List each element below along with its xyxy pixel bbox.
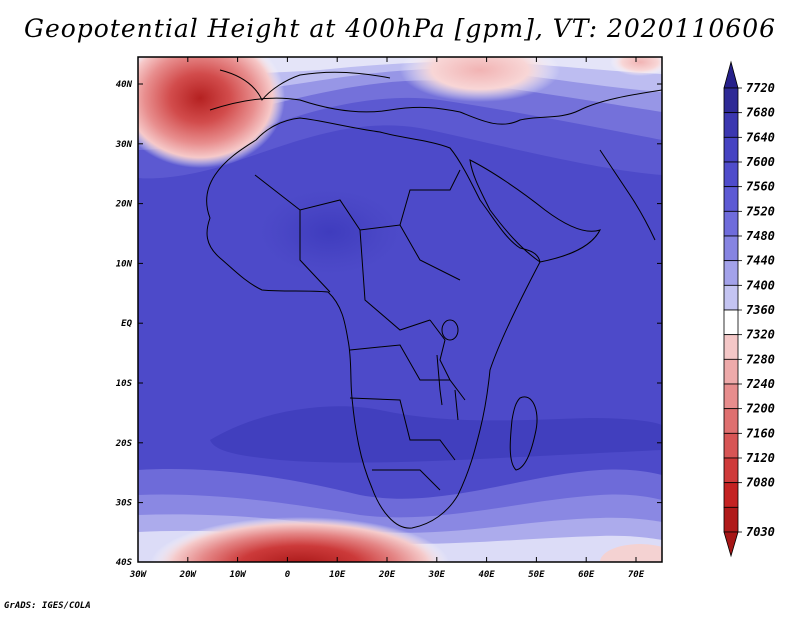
colorbar-segment: [723, 112, 739, 138]
map-frame: [137, 56, 663, 563]
colorbar-segment: [723, 506, 739, 533]
colorbar-label: 7640: [746, 130, 775, 144]
colorbar-label: 7120: [746, 451, 775, 465]
latitude-axis: 40N 30N 20N 10N EQ 10S 20S 30S 40S: [115, 80, 662, 568]
colorbar-segment: [723, 358, 739, 385]
lat-label: EQ: [121, 319, 132, 329]
height-field: [138, 57, 662, 562]
lon-label: 60E: [578, 570, 595, 580]
lon-label: 10E: [329, 570, 346, 580]
colorbar-segment: [723, 284, 739, 311]
colorbar-segment: [723, 408, 739, 434]
colorbar-segment: [723, 432, 739, 459]
colorbar-label: 7080: [746, 476, 775, 490]
lat-label: 40N: [116, 80, 133, 90]
lon-label: 0: [285, 570, 291, 580]
longitude-axis: 30W 20W 10W 0 10E 20E 30E 40E 50E 60E 70E: [129, 57, 645, 580]
lon-label: 30E: [428, 570, 446, 580]
colorbar-label: 7480: [746, 229, 775, 243]
lon-label: 70E: [628, 570, 645, 580]
colorbar-segment: [723, 482, 739, 508]
lat-label: 20S: [115, 439, 133, 449]
lat-label: 30S: [115, 499, 133, 509]
colorbar-label: 7400: [746, 278, 775, 292]
colorbar-top-arrow: [723, 60, 739, 89]
colorbar-segment: [723, 161, 739, 188]
colorbar-label: 7240: [746, 377, 775, 391]
colorbar-segment: [723, 87, 739, 114]
colorbar-segment: [723, 383, 739, 410]
lon-label: 30W: [129, 570, 148, 580]
lat-label: 40S: [116, 558, 133, 568]
lat-label: 10S: [116, 379, 133, 389]
colorbar-segment: [723, 457, 739, 484]
colorbar-label: 7360: [746, 303, 775, 317]
colorbar-label: 7720: [746, 81, 775, 95]
colorbar-label: 7280: [746, 352, 775, 366]
lon-label: 40E: [478, 570, 495, 580]
colorbar-label: 7440: [746, 254, 775, 268]
lat-label: 10N: [116, 259, 133, 269]
lon-label: 10W: [229, 570, 247, 580]
colorbar-segment: [723, 309, 739, 336]
lon-label: 20W: [179, 570, 198, 580]
colorbar-label: 7320: [746, 328, 775, 342]
colorbar-label: 7520: [746, 204, 775, 218]
colorbar-label: 7030: [746, 525, 775, 539]
colorbar-label: 7600: [746, 155, 775, 169]
lon-label: 20E: [378, 570, 396, 580]
colorbar-label: 7160: [746, 426, 775, 440]
map-title: Geopotential Height at 400hPa [gpm], VT:…: [23, 14, 777, 43]
lon-label: 50E: [528, 570, 545, 580]
colorbar-bottom-arrow: [723, 531, 739, 558]
colorbar-segment: [723, 210, 739, 237]
colorbar-label: 7680: [746, 106, 775, 120]
lat-label: 30N: [115, 140, 133, 150]
credit-text: GrADS: IGES/COLA: [4, 601, 91, 611]
lat-label: 20N: [115, 200, 133, 210]
colorbar-segment: [723, 235, 739, 262]
colorbar-label: 7560: [746, 180, 775, 194]
colorbar-segment: [723, 260, 739, 286]
colorbar: 7720 7680 7640 7600 7560 7520 7480 7440 7400 7360…: [723, 60, 775, 558]
coastlines: [206, 69, 662, 529]
colorbar-segment: [723, 334, 739, 360]
colorbar-segment: [723, 136, 739, 163]
colorbar-segment: [723, 186, 739, 212]
colorbar-label: 7200: [746, 402, 775, 416]
